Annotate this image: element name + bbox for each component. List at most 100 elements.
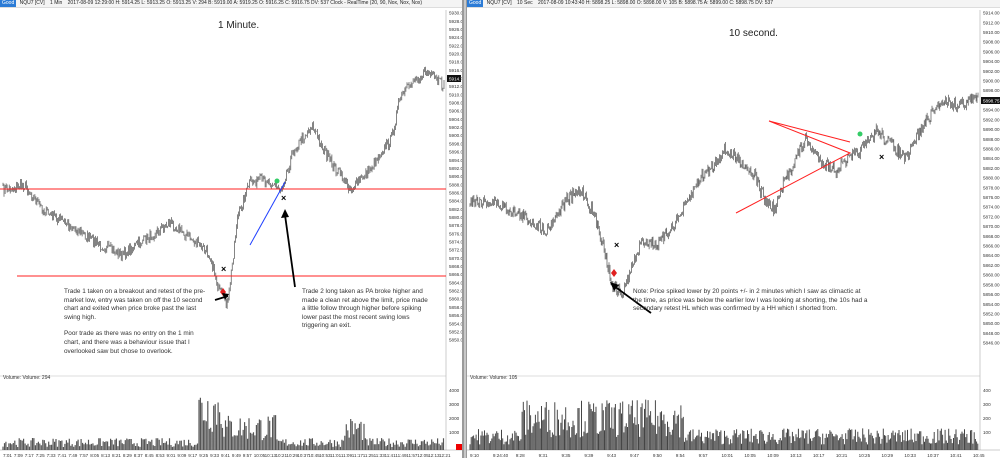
price-tick-label: 5908.00 [983, 40, 1000, 45]
time-tick-label: 9:33 [210, 453, 219, 458]
time-tick-label: 9:17 [188, 453, 197, 458]
price-chart-1min[interactable]: 5930.00 5928.00 5926.00 5924.00 5922.00 5920.… [0, 0, 462, 458]
price-candles [2, 66, 445, 309]
time-tick-label: 9:28 [516, 453, 525, 458]
time-tick-label: 10:53 [319, 453, 331, 458]
price-tick-label: 5886.00 [449, 190, 462, 195]
time-tick-label: 9:24:40 [493, 453, 509, 458]
volume-tick-label: 1000 [449, 430, 460, 435]
price-tick-label: 5914.00 [983, 11, 1000, 16]
price-tick-label: 5894.00 [449, 158, 462, 163]
time-tick-label: 10:33 [904, 453, 916, 458]
price-tick-label: 5870.00 [983, 224, 1000, 229]
time-tick-label: 11:01 [330, 453, 342, 458]
time-tick-label: 10:37 [927, 453, 939, 458]
trade1-note: Trade 1 taken on a breakout and retest o… [64, 288, 210, 364]
time-tick-label: 10:21 [836, 453, 848, 458]
time-tick-label: 8:05 [90, 453, 99, 458]
price-tick-label: 5868.00 [449, 264, 462, 269]
chart-title: 1 Minute. [218, 20, 260, 31]
price-tick-label: 5858.00 [449, 305, 462, 310]
price-tick-label: 5930.00 [449, 11, 462, 16]
time-tick-label: 7:41 [58, 453, 67, 458]
time-tick-label: 8:37 [134, 453, 143, 458]
price-tick-label: 5866.00 [449, 272, 462, 277]
price-tick-label: 5908.00 [449, 101, 462, 106]
price-tick-label: 5892.00 [449, 166, 462, 171]
instrument-label[interactable]: NQU7 [CV] [19, 0, 45, 6]
time-tick-label: 10:05 [744, 453, 756, 458]
time-tick-label: 7:01 [3, 453, 12, 458]
volume-bars [2, 397, 445, 450]
price-candles [469, 92, 979, 299]
time-tick-label: 8:45 [145, 453, 154, 458]
time-tick-label: 10:01 [722, 453, 734, 458]
price-tick-label: 5872.00 [449, 248, 462, 253]
price-tick-label: 5890.00 [983, 127, 1000, 132]
time-tick-label: 11:17 [352, 453, 364, 458]
time-tick-label: 12:13 [428, 453, 440, 458]
price-tick-label: 5854.00 [983, 302, 1000, 307]
chart-status-bar: Good NQU7 [CV] 10 Sec 2017-08-09 10:43:4… [467, 0, 1000, 8]
price-tick-label: 5860.00 [983, 273, 1000, 278]
price-chart-10sec[interactable]: 5914.00 5912.00 5910.00 5908.00 5906.00 5904.… [467, 0, 1000, 458]
alert-marker [456, 444, 462, 450]
ohlc-readout: 2017-08-09 10:43:40 H: 5898.25 L: 5898.0… [538, 0, 774, 6]
interval-label[interactable]: 1 Min [50, 0, 63, 6]
time-tick-label: 9:57 [243, 453, 252, 458]
exit-x-marker: × [281, 193, 286, 203]
last-price-value: 5898.75 [983, 99, 1000, 104]
price-tick-label: 5920.00 [449, 51, 462, 56]
ohlc-readout: 2017-08-09 12:29:00 H: 5914.25 L: 5913.2… [67, 0, 423, 6]
arrow-line [284, 214, 296, 288]
time-tick-label: 9:54 [676, 453, 685, 458]
time-tick-label: 7:25 [36, 453, 45, 458]
time-tick-label: 11:09 [341, 453, 353, 458]
price-tick-label: 5884.00 [449, 199, 462, 204]
time-tick-label: 10:25 [859, 453, 871, 458]
time-tick-label: 8:21 [112, 453, 121, 458]
price-tick-label: 5892.00 [983, 117, 1000, 122]
price-tick-label: 5876.00 [449, 231, 462, 236]
price-tick-label: 5854.00 [449, 321, 462, 326]
volume-tick-label: 100 [983, 430, 991, 435]
price-tick-label: 5882.00 [449, 207, 462, 212]
chart-pane-1min[interactable]: Good NQU7 [CV] 1 Min 2017-08-09 12:29:00… [0, 0, 464, 458]
price-tick-label: 5846.00 [983, 341, 1000, 346]
price-tick-label: 5858.00 [983, 282, 1000, 287]
price-tick-label: 5924.00 [449, 35, 462, 40]
instrument-label[interactable]: NQU7 [CV] [486, 0, 512, 6]
volume-tick-label: 2000 [449, 416, 460, 421]
entry-dot-marker [274, 178, 280, 184]
price-tick-label: 5880.00 [449, 215, 462, 220]
trade2-note: Trade 2 long taken as PA broke higher an… [302, 288, 428, 330]
price-tick-label: 5878.00 [983, 185, 1000, 190]
price-tick-label: 5852.00 [449, 329, 462, 334]
interval-label[interactable]: 10 Sec [517, 0, 533, 6]
price-tick-label: 5894.00 [983, 108, 1000, 113]
entry-dot-marker [857, 131, 863, 137]
price-tick-label: 5888.00 [449, 182, 462, 187]
time-tick-label: 10:45 [308, 453, 320, 458]
time-tick-label: 9:57 [699, 453, 708, 458]
chart-title: 10 second. [729, 28, 778, 39]
time-tick-label: 10:21 [276, 453, 288, 458]
arrow-head [281, 209, 289, 218]
chart-pane-10sec[interactable]: Good NQU7 [CV] 10 Sec 2017-08-09 10:43:4… [466, 0, 1000, 458]
time-tick-label: 9:35 [561, 453, 570, 458]
volume-tick-label: 300 [983, 402, 991, 407]
price-tick-label: 5910.00 [983, 30, 1000, 35]
price-tick-label: 5870.00 [449, 256, 462, 261]
volume-label: Volume: Volume: 294 [3, 375, 51, 381]
price-tick-label: 5862.00 [449, 289, 462, 294]
time-tick-label: 7:57 [79, 453, 88, 458]
price-tick-label: 5900.00 [983, 79, 1000, 84]
time-tick-label: 12:21 [439, 453, 451, 458]
chart-status-bar: Good NQU7 [CV] 1 Min 2017-08-09 12:29:00… [0, 0, 462, 8]
price-tick-label: 5904.00 [449, 117, 462, 122]
price-tick-label: 5906.00 [983, 49, 1000, 54]
time-tick-label: 10:17 [813, 453, 825, 458]
price-tick-label: 5862.00 [983, 263, 1000, 268]
price-tick-label: 5884.00 [983, 156, 1000, 161]
price-tick-label: 5918.00 [449, 60, 462, 65]
